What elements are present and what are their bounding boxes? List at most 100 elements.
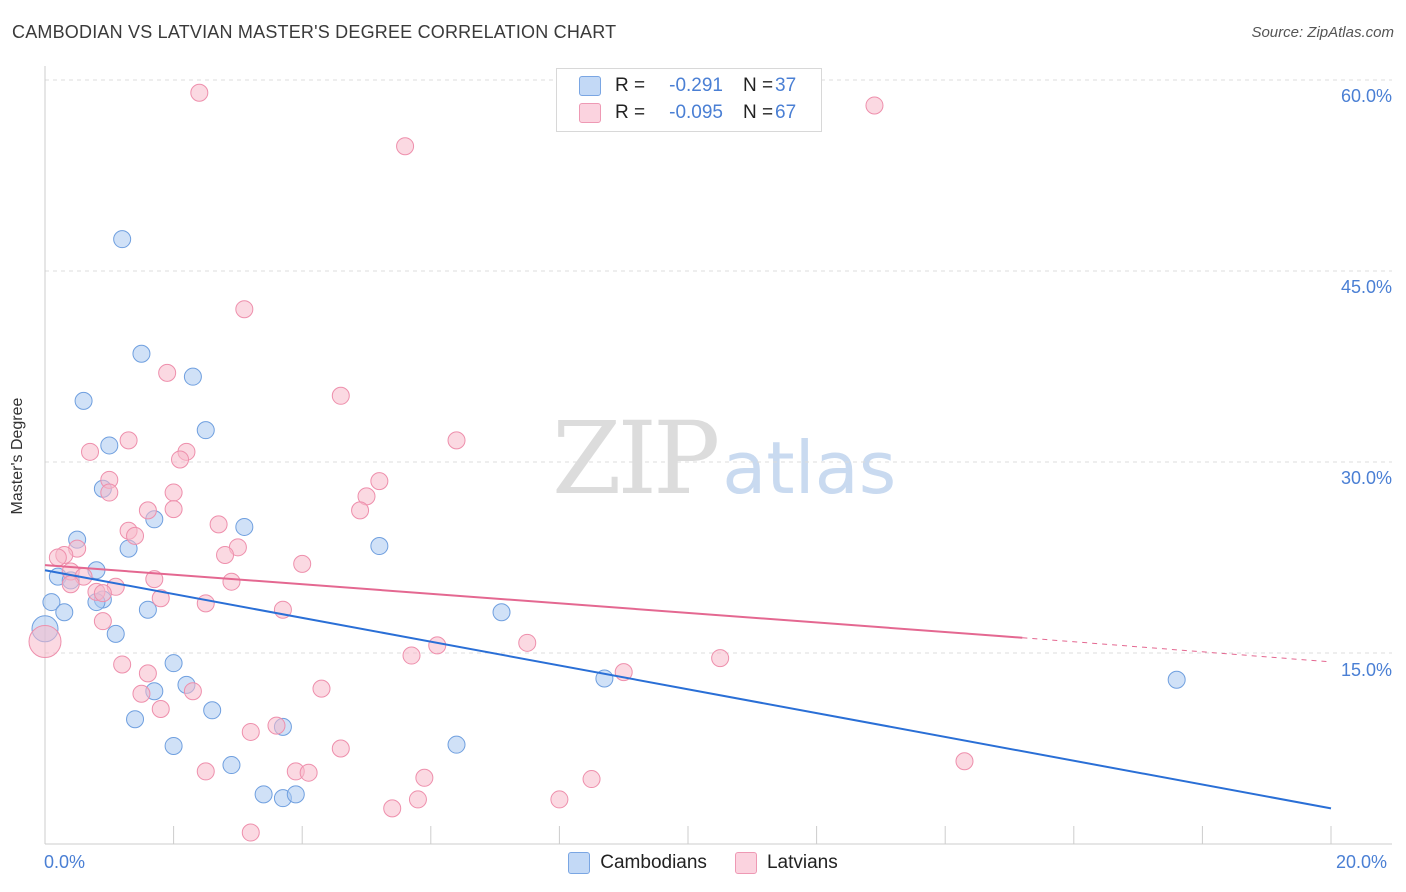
watermark-zip: ZIP (552, 400, 720, 517)
n-label: N = (743, 75, 774, 96)
latvian-point (190, 83, 209, 102)
latvian-point (550, 790, 569, 809)
latvian-point (93, 584, 112, 603)
legend-swatch-pink (579, 103, 601, 123)
cambodian-point (196, 421, 215, 440)
latvian-point (370, 472, 389, 491)
latvian-point (28, 625, 62, 659)
y-tick-label: 30.0% (1340, 468, 1392, 488)
latvian-point (61, 575, 80, 594)
legend-swatch-blue (579, 76, 601, 96)
watermark-atlas: atlas (722, 426, 897, 510)
latvian-point (164, 500, 183, 519)
stats-row-latvians: R = -0.095 N = 67 (579, 100, 796, 126)
latvian-point (235, 300, 254, 319)
latvian-point (331, 739, 350, 758)
cambodian-point (126, 710, 145, 729)
latvian-point (518, 633, 537, 652)
stats-row-cambodians: R = -0.291 N = 37 (579, 73, 796, 99)
latvian-point (383, 799, 402, 818)
latvian-point (164, 483, 183, 502)
legend-item-cambodians[interactable]: Cambodians (568, 852, 707, 874)
r-label: R = (615, 75, 646, 96)
latvian-point (126, 526, 145, 545)
latvian-point (241, 722, 260, 741)
latvian-point (267, 716, 286, 735)
latvian-point (396, 137, 415, 156)
latvian-point (447, 431, 466, 450)
cambodian-trend-line (44, 569, 1332, 810)
latvian-point (151, 589, 170, 608)
latvian-point (222, 572, 241, 591)
cambodian-point (203, 701, 222, 720)
latvian-point (113, 655, 132, 674)
latvian-point (209, 515, 228, 534)
latvian-point (48, 548, 67, 567)
latvian-point (415, 768, 434, 787)
latvian-point (81, 442, 100, 461)
legend-label: Cambodians (600, 852, 707, 873)
latvian-point (119, 431, 138, 450)
y-tick-label: 60.0% (1340, 86, 1392, 106)
r-label: R = (615, 102, 646, 123)
latvian-point (351, 501, 370, 520)
cambodian-point (164, 654, 183, 673)
latvian-point (196, 762, 215, 781)
cambodian-point (132, 344, 151, 363)
latvian-point (138, 501, 157, 520)
cambodian-point (113, 230, 132, 249)
cambodian-point (1167, 670, 1186, 689)
cambodian-point (235, 517, 254, 536)
latvian-point (93, 612, 112, 631)
source-label: Source: ZipAtlas.com (1251, 24, 1394, 41)
latvian-point (216, 545, 235, 564)
legend-label: Latvians (766, 852, 838, 873)
cambodian-point (42, 593, 61, 612)
stats-legend: R = -0.291 N = 37 R = -0.095 N = 67 (556, 68, 822, 132)
cambodian-point (222, 756, 241, 775)
latvian-point (100, 483, 119, 502)
y-axis-label: Master's Degree (9, 397, 26, 515)
legend-item-latvians[interactable]: Latvians (734, 852, 838, 874)
cambodian-point (55, 603, 74, 622)
latvian-point (196, 594, 215, 613)
latvian-point (145, 570, 164, 589)
y-tick-label: 45.0% (1340, 277, 1392, 297)
latvian-point (865, 96, 884, 115)
latvian-point (955, 752, 974, 771)
latvian-point (711, 649, 730, 668)
n-value: 37 (775, 75, 797, 96)
cambodian-point (370, 537, 389, 556)
r-value: -0.095 (669, 102, 723, 123)
cambodian-point (286, 785, 305, 804)
watermark: ZIPatlas (552, 400, 896, 517)
cambodian-point (183, 367, 202, 386)
latvian-point (428, 636, 447, 655)
latvian-point (132, 684, 151, 703)
latvian-trend-line-extension (1022, 637, 1332, 663)
chart-title: CAMBODIAN VS LATVIAN MASTER'S DEGREE COR… (12, 22, 617, 42)
cambodian-point (164, 736, 183, 755)
latvian-point (158, 363, 177, 382)
latvian-point (293, 554, 312, 573)
cambodian-point (74, 391, 93, 410)
y-tick-label: 15.0% (1340, 660, 1392, 680)
x-tick-label: 20.0% (1336, 852, 1388, 872)
cambodian-point (138, 600, 157, 619)
n-label: N = (743, 102, 774, 123)
latvian-point (138, 664, 157, 683)
legend-swatch-blue (568, 852, 591, 874)
latvian-point (312, 679, 331, 698)
latvian-point (402, 646, 421, 665)
latvian-point (183, 682, 202, 701)
latvian-point (241, 823, 260, 842)
latvian-point (582, 770, 601, 789)
latvian-point (171, 450, 190, 469)
x-tick-label: 0.0% (44, 852, 86, 872)
n-value: 67 (775, 102, 797, 123)
latvian-trend-line (44, 564, 1023, 639)
latvian-point (299, 763, 318, 782)
latvian-point (331, 386, 350, 405)
legend-swatch-pink (734, 852, 757, 874)
